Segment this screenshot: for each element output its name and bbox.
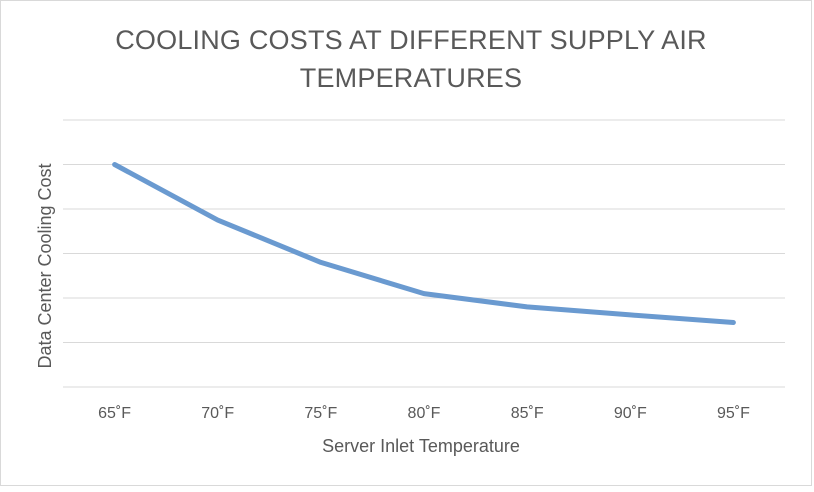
series-layer (112, 162, 736, 325)
series-line (112, 162, 736, 325)
x-axis-label: Server Inlet Temperature (322, 436, 520, 456)
gridlines (63, 119, 785, 388)
x-tick-label: 85˚F (511, 405, 544, 422)
chart-title: COOLING COSTS AT DIFFERENT SUPPLY AIR TE… (115, 25, 707, 93)
x-tick-label: 95˚F (717, 405, 750, 422)
x-tick-label: 80˚F (408, 405, 441, 422)
x-tick-labels: 65˚F 70˚F 75˚F 80˚F 85˚F 90˚F 95˚F (98, 405, 750, 422)
y-axis-label: Data Center Cooling Cost (35, 163, 55, 368)
x-tick-label: 70˚F (201, 405, 234, 422)
x-tick-label: 75˚F (304, 405, 337, 422)
x-tick-label: 65˚F (98, 405, 131, 422)
x-tick-label: 90˚F (614, 405, 647, 422)
